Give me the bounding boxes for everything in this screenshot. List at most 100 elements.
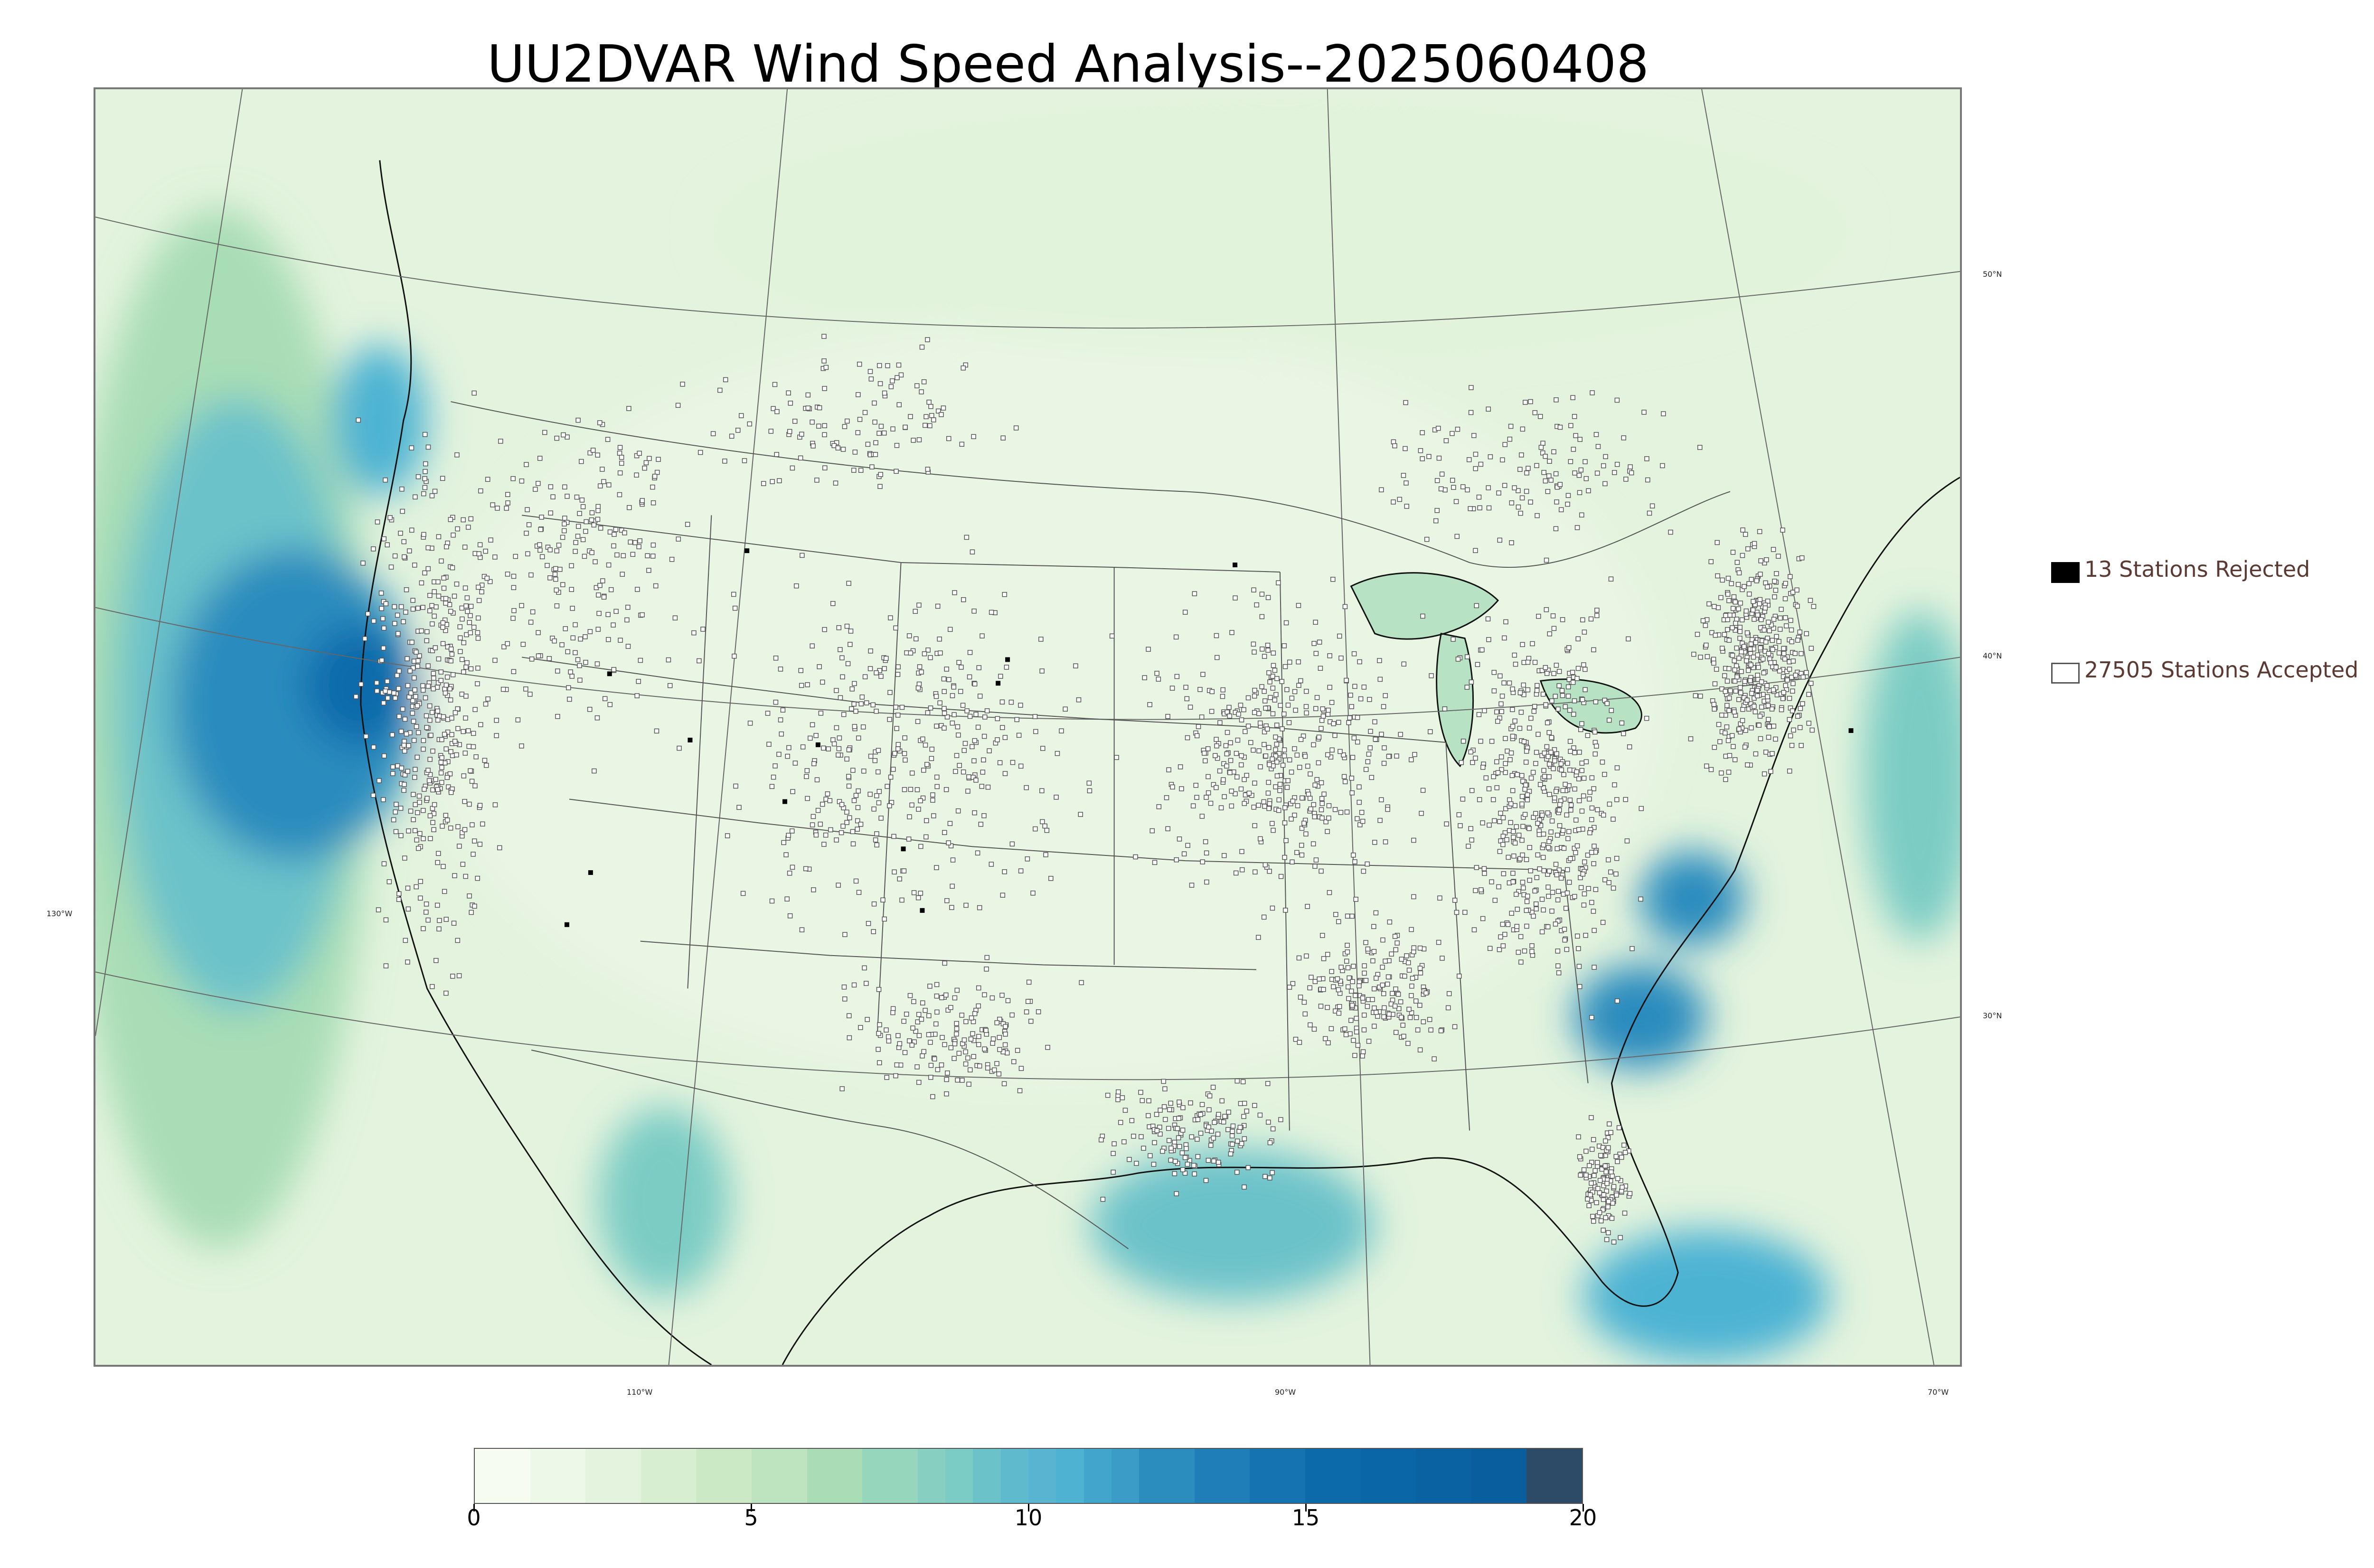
accepted-station-marker xyxy=(1182,1155,1188,1160)
accepted-station-marker xyxy=(890,426,895,432)
accepted-station-marker xyxy=(1530,770,1536,775)
accepted-station-marker xyxy=(1647,510,1652,516)
accepted-station-marker xyxy=(1343,1032,1349,1037)
accepted-station-marker xyxy=(1312,864,1318,869)
accepted-station-marker xyxy=(1521,682,1526,688)
accepted-station-marker xyxy=(1548,750,1554,755)
accepted-station-marker xyxy=(1043,852,1048,857)
accepted-station-marker xyxy=(790,789,795,794)
accepted-station-marker xyxy=(672,615,678,620)
accepted-station-marker xyxy=(408,808,414,814)
accepted-station-marker xyxy=(1586,886,1591,892)
accepted-station-marker xyxy=(963,1049,968,1055)
accepted-station-marker xyxy=(587,706,593,712)
accepted-station-marker xyxy=(601,594,607,600)
accepted-station-marker xyxy=(1411,894,1416,900)
accepted-station-marker xyxy=(841,712,847,717)
accepted-station-marker xyxy=(891,767,896,772)
accepted-station-marker xyxy=(1704,763,1709,769)
accepted-station-marker xyxy=(998,674,1003,679)
accepted-station-marker xyxy=(942,706,947,711)
accepted-station-marker xyxy=(448,826,453,831)
accepted-station-marker xyxy=(1306,791,1311,797)
accepted-station-marker xyxy=(1312,782,1318,788)
accepted-station-marker xyxy=(942,689,947,694)
accepted-station-marker xyxy=(536,630,541,635)
accepted-station-marker xyxy=(921,1049,926,1054)
accepted-station-marker xyxy=(441,575,447,581)
accepted-station-marker xyxy=(371,744,377,750)
accepted-station-marker xyxy=(1540,854,1546,860)
accepted-station-marker xyxy=(851,468,857,473)
accepted-station-marker xyxy=(422,787,427,792)
accepted-station-marker xyxy=(1567,739,1573,744)
accepted-station-marker xyxy=(1374,1010,1379,1015)
accepted-station-marker xyxy=(1220,694,1225,699)
accepted-station-marker xyxy=(1708,559,1714,564)
accepted-station-marker xyxy=(923,1008,928,1013)
accepted-station-marker xyxy=(1222,1114,1227,1119)
accepted-station-marker xyxy=(656,457,661,462)
accepted-station-marker xyxy=(1164,795,1169,800)
wind-speed-map[interactable] xyxy=(94,87,1962,1367)
accepted-station-marker xyxy=(630,552,636,557)
accepted-station-marker xyxy=(916,437,922,442)
accepted-station-marker xyxy=(1277,781,1283,787)
accepted-station-marker xyxy=(421,491,426,497)
accepted-station-marker xyxy=(1503,770,1508,775)
accepted-station-marker xyxy=(1283,838,1289,844)
accepted-station-marker xyxy=(939,412,944,417)
accepted-station-marker xyxy=(1417,945,1423,951)
accepted-station-marker xyxy=(942,711,947,716)
accepted-station-marker xyxy=(940,1035,945,1040)
accepted-station-marker xyxy=(1405,1041,1411,1046)
accepted-station-marker xyxy=(1524,923,1529,929)
accepted-station-marker xyxy=(473,754,479,760)
accepted-station-marker xyxy=(583,634,588,639)
accepted-station-marker xyxy=(1533,761,1538,766)
accepted-station-marker xyxy=(1000,435,1006,441)
accepted-station-marker xyxy=(1730,625,1735,630)
accepted-station-marker xyxy=(948,1045,954,1051)
accepted-station-marker xyxy=(1510,686,1515,692)
accepted-station-marker xyxy=(1270,821,1275,826)
accepted-station-marker xyxy=(1743,608,1749,614)
accepted-station-marker xyxy=(1535,821,1540,826)
accepted-station-marker xyxy=(1743,532,1748,537)
accepted-station-marker xyxy=(401,742,407,748)
accepted-station-marker xyxy=(1768,660,1773,666)
accepted-station-marker xyxy=(868,753,874,759)
accepted-station-marker xyxy=(942,1042,947,1047)
accepted-station-marker xyxy=(1372,1005,1377,1011)
accepted-station-marker xyxy=(747,421,753,427)
accepted-station-marker xyxy=(591,522,597,528)
accepted-station-marker xyxy=(1552,795,1557,801)
accepted-station-marker xyxy=(1732,667,1737,673)
accepted-station-marker xyxy=(1552,758,1557,763)
accepted-station-marker xyxy=(452,593,457,599)
accepted-station-marker xyxy=(893,704,898,710)
accepted-station-marker xyxy=(573,650,578,656)
accepted-station-marker xyxy=(1002,592,1008,597)
accepted-station-marker xyxy=(463,665,469,670)
accepted-station-marker xyxy=(1294,850,1300,855)
accepted-station-marker xyxy=(873,837,878,843)
accepted-station-marker xyxy=(1583,759,1589,764)
accepted-station-marker xyxy=(457,635,463,640)
accepted-station-marker xyxy=(417,831,423,836)
accepted-station-marker xyxy=(1211,782,1216,788)
accepted-station-marker xyxy=(947,821,953,826)
accepted-station-marker xyxy=(1267,762,1272,767)
accepted-station-marker xyxy=(876,789,882,794)
accepted-station-marker xyxy=(548,484,554,489)
accepted-station-marker xyxy=(1549,735,1554,740)
accepted-station-marker xyxy=(975,850,980,856)
accepted-station-marker xyxy=(587,629,593,634)
accepted-station-marker xyxy=(1063,706,1068,712)
accepted-station-marker xyxy=(878,423,884,429)
accepted-station-marker xyxy=(456,973,462,978)
accepted-station-marker xyxy=(1336,720,1341,725)
accepted-station-marker xyxy=(1002,1042,1008,1048)
accepted-station-marker xyxy=(1420,788,1426,793)
accepted-station-marker xyxy=(1357,983,1362,988)
